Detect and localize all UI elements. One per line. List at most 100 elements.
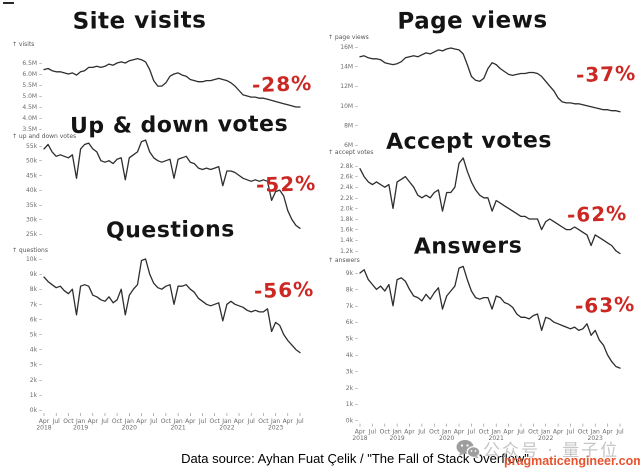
- svg-text:8M –: 8M –: [344, 122, 358, 129]
- svg-text:12M –: 12M –: [340, 83, 358, 90]
- svg-text:5.5M –: 5.5M –: [22, 82, 42, 89]
- svg-text:Apr: Apr: [503, 429, 514, 436]
- svg-text:4.5M –: 4.5M –: [22, 104, 42, 111]
- svg-text:30k –: 30k –: [26, 217, 42, 224]
- svg-text:Apr: Apr: [553, 429, 564, 436]
- svg-text:2.0k –: 2.0k –: [340, 205, 358, 212]
- svg-text:Jul: Jul: [149, 418, 158, 425]
- delta-badge-answers: -63%: [574, 291, 636, 319]
- svg-text:Jan: Jan: [491, 429, 501, 436]
- delta-badge-accept-votes: -62%: [566, 200, 628, 228]
- svg-text:3k –: 3k –: [30, 362, 42, 369]
- svg-text:Jul: Jul: [198, 418, 207, 425]
- svg-text:2022: 2022: [219, 425, 234, 432]
- chart-title-accept-votes: Accept votes: [385, 128, 553, 155]
- svg-text:Jul: Jul: [52, 418, 61, 425]
- svg-text:↑ questions: ↑ questions: [12, 247, 48, 254]
- svg-text:40k –: 40k –: [26, 187, 42, 194]
- svg-text:6k –: 6k –: [30, 316, 42, 323]
- svg-text:Oct: Oct: [429, 429, 440, 436]
- svg-text:10k –: 10k –: [26, 256, 42, 263]
- svg-text:2.6k –: 2.6k –: [340, 174, 358, 181]
- svg-text:6.0M –: 6.0M –: [22, 71, 42, 78]
- svg-text:1k –: 1k –: [346, 401, 358, 408]
- svg-text:Jul: Jul: [100, 418, 109, 425]
- svg-text:↑ answers: ↑ answers: [328, 257, 360, 264]
- svg-text:Jan: Jan: [540, 429, 550, 436]
- svg-text:2k –: 2k –: [30, 377, 42, 384]
- svg-text:Jul: Jul: [516, 429, 525, 436]
- svg-text:2023: 2023: [268, 425, 283, 432]
- svg-text:Oct: Oct: [210, 418, 221, 425]
- svg-text:Apr: Apr: [39, 418, 50, 425]
- charts-plot-canvas: ↑ visits 6.5M – 6.0M – 5.5M – 5.0M – 4.5M – 4.…: [12, 34, 624, 442]
- svg-text:2019: 2019: [389, 435, 404, 442]
- svg-text:Apr: Apr: [602, 429, 613, 436]
- wechat-icon: [456, 440, 480, 459]
- svg-text:2023: 2023: [588, 435, 603, 442]
- svg-text:Jan: Jan: [441, 429, 451, 436]
- svg-text:↑ page views: ↑ page views: [328, 34, 369, 41]
- svg-text:↑ visits: ↑ visits: [12, 41, 34, 48]
- svg-text:55k –: 55k –: [26, 143, 42, 150]
- svg-text:14M –: 14M –: [340, 64, 358, 71]
- svg-text:1.6k –: 1.6k –: [340, 227, 358, 234]
- svg-text:6k –: 6k –: [346, 319, 358, 326]
- svg-text:2k –: 2k –: [346, 385, 358, 392]
- svg-text:3.5M –: 3.5M –: [22, 126, 42, 133]
- svg-text:7k –: 7k –: [346, 303, 358, 310]
- delta-badge-questions: -56%: [253, 276, 315, 304]
- svg-text:9k –: 9k –: [30, 271, 42, 278]
- svg-text:1.4k –: 1.4k –: [340, 237, 358, 244]
- svg-text:2020: 2020: [439, 435, 454, 442]
- svg-text:1k –: 1k –: [30, 392, 42, 399]
- svg-text:45k –: 45k –: [26, 172, 42, 179]
- chart-title-answers: Answers: [413, 233, 523, 260]
- svg-text:2.4k –: 2.4k –: [340, 184, 358, 191]
- svg-text:5k –: 5k –: [30, 332, 42, 339]
- svg-text:2018: 2018: [352, 435, 367, 442]
- svg-text:5k –: 5k –: [346, 336, 358, 343]
- svg-text:2018: 2018: [36, 425, 51, 432]
- delta-badge-up-down-votes: -52%: [255, 170, 317, 198]
- svg-text:Apr: Apr: [88, 418, 99, 425]
- chart-title-questions: Questions: [105, 217, 235, 244]
- svg-text:4k –: 4k –: [30, 347, 42, 354]
- svg-text:Jan: Jan: [221, 418, 231, 425]
- svg-text:0k –: 0k –: [346, 418, 358, 425]
- svg-text:5.0M –: 5.0M –: [22, 93, 42, 100]
- data-source-text: Data source: Ayhan Fuat Çelik / "The Fal…: [181, 451, 529, 466]
- svg-text:8k –: 8k –: [30, 286, 42, 293]
- svg-text:Apr: Apr: [355, 429, 366, 436]
- crop-artifact-dash: [3, 2, 14, 4]
- svg-text:9k –: 9k –: [346, 270, 358, 277]
- svg-text:2.8k –: 2.8k –: [340, 163, 358, 170]
- svg-text:35k –: 35k –: [26, 202, 42, 209]
- svg-text:Oct: Oct: [63, 418, 74, 425]
- chart-title-site-visits: Site visits: [72, 7, 207, 35]
- svg-text:2021: 2021: [489, 435, 504, 442]
- chart-title-page-views: Page views: [397, 7, 548, 35]
- svg-text:Oct: Oct: [380, 429, 391, 436]
- svg-text:Jul: Jul: [467, 429, 476, 436]
- svg-text:Apr: Apr: [283, 418, 294, 425]
- svg-text:2020: 2020: [122, 425, 137, 432]
- svg-text:0k –: 0k –: [30, 407, 42, 414]
- svg-text:Jan: Jan: [590, 429, 600, 436]
- svg-text:Jul: Jul: [615, 429, 624, 436]
- svg-text:1.2k –: 1.2k –: [340, 248, 358, 255]
- svg-text:Jan: Jan: [172, 418, 182, 425]
- svg-text:Apr: Apr: [234, 418, 245, 425]
- delta-badge-page-views: -37%: [575, 60, 637, 88]
- svg-text:Apr: Apr: [454, 429, 465, 436]
- svg-text:Jan: Jan: [124, 418, 134, 425]
- svg-text:Jul: Jul: [417, 429, 426, 436]
- svg-text:16M –: 16M –: [340, 44, 358, 51]
- svg-text:Apr: Apr: [136, 418, 147, 425]
- svg-text:4.0M –: 4.0M –: [22, 115, 42, 122]
- svg-text:Jan: Jan: [75, 418, 85, 425]
- watermark-site-text: pragmaticengineer.com: [504, 454, 640, 468]
- svg-text:Jan: Jan: [391, 429, 401, 436]
- svg-text:25k –: 25k –: [26, 231, 42, 238]
- chart-title-up-down-votes: Up & down votes: [69, 111, 289, 140]
